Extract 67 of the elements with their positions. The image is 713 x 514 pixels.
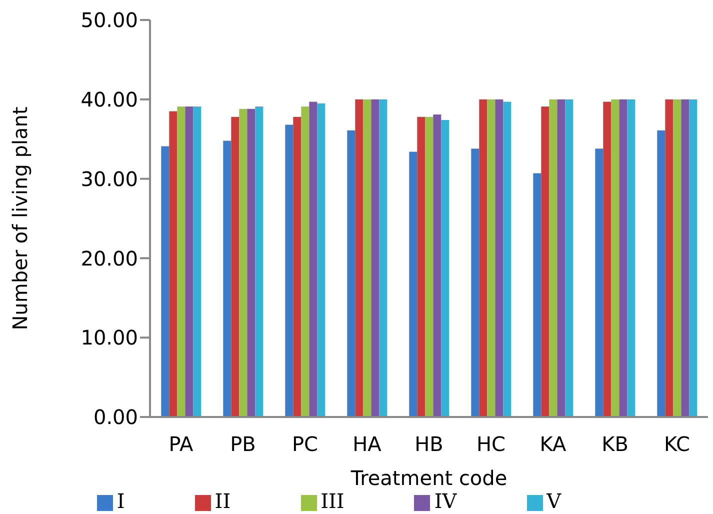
bar (317, 103, 326, 417)
bar (495, 99, 504, 417)
bar (557, 99, 566, 417)
x-tick-label: KC (664, 432, 690, 456)
bar (441, 120, 450, 417)
bar (487, 99, 496, 417)
bar (161, 146, 170, 417)
bar (565, 99, 574, 417)
bar (479, 99, 488, 417)
y-tick-label: 40.00 (80, 88, 138, 112)
bar (177, 106, 186, 417)
bar (285, 124, 294, 417)
bar (309, 102, 318, 417)
bar (595, 148, 604, 417)
bar (417, 116, 426, 417)
bar (223, 140, 232, 417)
bar (471, 148, 480, 417)
bar (541, 106, 550, 417)
x-tick-label: HC (476, 432, 506, 456)
x-tick-label: KA (540, 432, 567, 456)
bar (681, 99, 690, 417)
bar (657, 130, 666, 417)
bar (185, 106, 194, 417)
bar (425, 116, 434, 417)
y-tick-label: 20.00 (80, 246, 138, 270)
bar (347, 130, 356, 417)
bar (433, 114, 442, 417)
bar (619, 99, 628, 417)
bar (533, 173, 542, 417)
bar (247, 108, 256, 417)
bar (255, 106, 264, 417)
legend-label: IV (434, 489, 457, 513)
bar (409, 152, 418, 417)
bar (503, 102, 512, 417)
bar (673, 99, 682, 417)
x-tick-label: HA (352, 432, 382, 456)
bar (689, 99, 698, 417)
y-tick-label: 50.00 (80, 8, 138, 32)
bar (627, 99, 636, 417)
bar (193, 106, 202, 417)
bar (603, 102, 612, 417)
x-tick-label: PC (292, 432, 318, 456)
legend-label: II (214, 489, 231, 513)
bar (363, 99, 372, 417)
x-tick-label: KB (602, 432, 628, 456)
bar (611, 99, 620, 417)
bar (231, 116, 240, 417)
legend-label: V (546, 489, 562, 513)
y-tick-label: 30.00 (80, 166, 138, 191)
bar (379, 99, 388, 417)
bar (371, 99, 380, 417)
y-tick-label: 10.00 (80, 326, 138, 350)
x-axis-title: Treatment code (350, 466, 508, 490)
bar (239, 108, 248, 417)
bar (293, 116, 302, 417)
y-axis-title: Number of living plant (8, 106, 32, 330)
x-tick-label: HB (414, 432, 444, 456)
x-tick-label: PA (168, 432, 194, 456)
bar (355, 99, 364, 417)
legend-label: I (116, 489, 125, 513)
bar (301, 106, 310, 417)
bar (665, 99, 674, 417)
bar (549, 99, 558, 417)
y-tick-label: 0.00 (93, 405, 138, 430)
bar (169, 111, 178, 417)
x-tick-label: PB (230, 432, 256, 456)
legend-label: III (320, 489, 344, 513)
